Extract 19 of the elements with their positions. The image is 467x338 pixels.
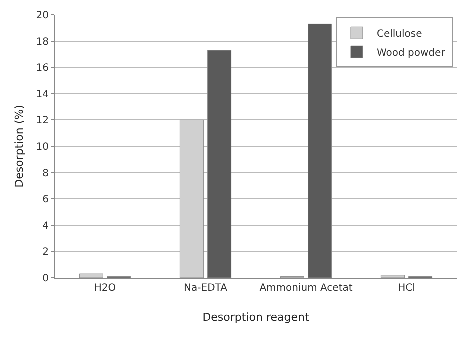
legend-label: Cellulose (376, 29, 422, 40)
y-tick-label: 12 (36, 116, 49, 127)
y-tick-label: 10 (36, 142, 49, 153)
y-tick-label: 2 (42, 247, 49, 258)
x-axis-title: Desorption reagent (202, 311, 310, 324)
y-tick-label: 0 (42, 274, 49, 284)
y-axis-title: Desorption (%) (13, 105, 26, 188)
y-tick-label: 6 (42, 194, 49, 206)
x-tick-label: H2O (94, 283, 116, 294)
legend-label: Wood powder (376, 48, 446, 60)
y-tick-label: 20 (36, 10, 49, 22)
x-tick-label: HCl (398, 283, 416, 294)
x-tick-label: Na-EDTA (184, 283, 228, 294)
y-tick-label: 18 (36, 36, 49, 48)
y-tick-label: 4 (42, 220, 49, 232)
y-tick-label: 14 (36, 89, 49, 100)
y-tick-label: 8 (42, 168, 49, 180)
x-tick-label: Ammonium Acetat (260, 283, 353, 294)
y-tick-label: 16 (36, 63, 49, 74)
